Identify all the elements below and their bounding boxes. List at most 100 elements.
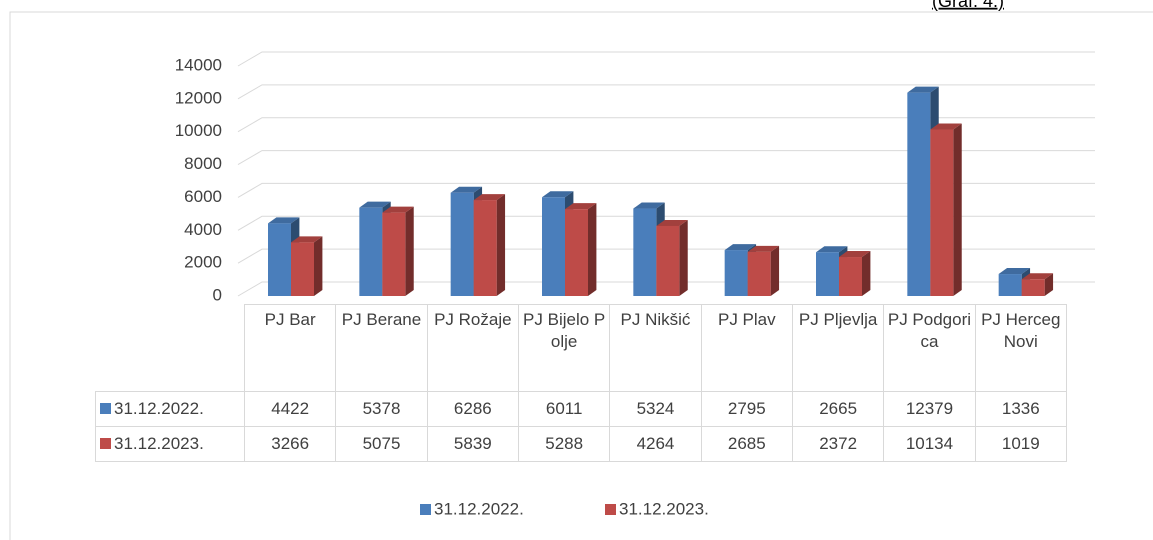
grid-line [237, 117, 1095, 133]
data-table: PJ Bar PJ Berane PJ Rožaje PJ Bijelo Polje P… [95, 304, 1067, 462]
bar-top [268, 217, 300, 224]
bar-side [1044, 273, 1054, 296]
bar [1021, 279, 1045, 296]
chart-frame [9, 11, 1153, 540]
value-cell: 2665 [791, 391, 885, 427]
y-tick-label: 0 [213, 285, 222, 304]
bar-side [314, 236, 323, 296]
value-cell: 5075 [335, 426, 428, 462]
bar [998, 274, 1022, 296]
value-cell: 1019 [974, 426, 1067, 462]
legend-key [605, 504, 616, 515]
category-cell: PJ Herceg Novi [974, 304, 1067, 392]
bar [473, 200, 497, 296]
grid-line [237, 150, 1095, 166]
category-cell: PJ Berane [335, 304, 428, 392]
category-cell: PJ Bar [243, 304, 337, 392]
corner-cell [95, 304, 245, 392]
value-cell: 5324 [609, 391, 702, 427]
value-cell: 10134 [883, 426, 976, 462]
legend-label: 31.12.2023. [619, 499, 709, 518]
category-cell: PJ Podgorica [883, 304, 976, 392]
value-cell: 1336 [974, 391, 1067, 427]
grid-line [237, 248, 1095, 264]
bar-top [359, 201, 391, 208]
y-tick-label: 12000 [175, 88, 222, 107]
bar-top [656, 219, 688, 226]
legend-key [100, 438, 111, 449]
bar-side [770, 245, 780, 296]
bar-top [839, 251, 871, 258]
bar-top [1021, 273, 1054, 280]
bar-top [998, 268, 1031, 275]
series-row: 31.12.2022. 4422 5378 6286 6011 5324 2795 2665 1… [95, 391, 1067, 427]
chart-title: (Graf. 4.) [932, 0, 1004, 11]
value-cell: 5839 [426, 426, 519, 462]
value-cell: 5288 [517, 426, 611, 462]
series-name: 31.12.2023. [114, 434, 204, 453]
bar-side [496, 194, 506, 296]
series-name: 31.12.2022. [114, 399, 204, 418]
y-tick-label: 2000 [184, 253, 222, 272]
bar [907, 92, 931, 297]
category-cell: PJ Nikšić [609, 304, 702, 392]
bar-top [816, 246, 848, 253]
bar [565, 209, 588, 296]
category-cell: PJ Rožaje [426, 304, 519, 392]
legend-label: 31.12.2022. [434, 499, 524, 518]
bar-top [382, 206, 414, 213]
grid-line [237, 215, 1095, 231]
bar-side [405, 206, 414, 296]
y-tick-label: 4000 [184, 220, 222, 239]
y-tick-label: 6000 [184, 187, 222, 206]
bar-top [565, 203, 597, 210]
category-cell: PJ Plav [700, 304, 793, 392]
value-cell: 3266 [243, 426, 337, 462]
value-cell: 2372 [791, 426, 885, 462]
y-tick-label: 10000 [175, 121, 222, 140]
bar-top [907, 86, 939, 93]
bar [930, 129, 954, 296]
bar-top [930, 123, 962, 130]
grid-line [237, 84, 1095, 100]
legend-key [100, 403, 111, 414]
series-row: 31.12.2023. 3266 5075 5839 5288 4264 2685 2372 1… [95, 426, 1067, 462]
bar [724, 250, 748, 296]
header-row: PJ Bar PJ Berane PJ Rožaje PJ Bijelo Polje P… [95, 304, 1067, 392]
value-cell: 6011 [517, 391, 611, 427]
value-cell: 2685 [700, 426, 793, 462]
bar [633, 208, 657, 296]
bar-top [450, 186, 483, 193]
bar-side [953, 123, 962, 297]
series-label: 31.12.2023. [95, 426, 245, 462]
value-cell: 5378 [335, 391, 428, 427]
bar [839, 257, 862, 296]
bar [747, 251, 771, 296]
bar-top [747, 245, 780, 252]
bar [816, 252, 839, 296]
category-cell: PJ Bijelo Polje [517, 304, 611, 392]
bar-side [588, 203, 597, 296]
value-cell: 4422 [243, 391, 337, 427]
value-cell: 12379 [883, 391, 976, 427]
series-label: 31.12.2022. [95, 391, 245, 427]
bar-top [473, 194, 506, 201]
value-cell: 2795 [700, 391, 793, 427]
legend-key [420, 504, 431, 515]
bar [291, 242, 314, 296]
bar [656, 225, 680, 296]
y-tick-label: 8000 [184, 154, 222, 173]
bar [268, 223, 291, 296]
grid-line [237, 182, 1095, 198]
category-cell: PJ Pljevlja [791, 304, 885, 392]
bar-side [679, 219, 688, 296]
bar-top [724, 244, 757, 251]
bar [359, 207, 383, 296]
bar-side [862, 251, 871, 296]
value-cell: 6286 [426, 391, 519, 427]
y-tick-label: 14000 [175, 55, 222, 74]
bar-top [542, 191, 574, 198]
bar [542, 197, 565, 296]
